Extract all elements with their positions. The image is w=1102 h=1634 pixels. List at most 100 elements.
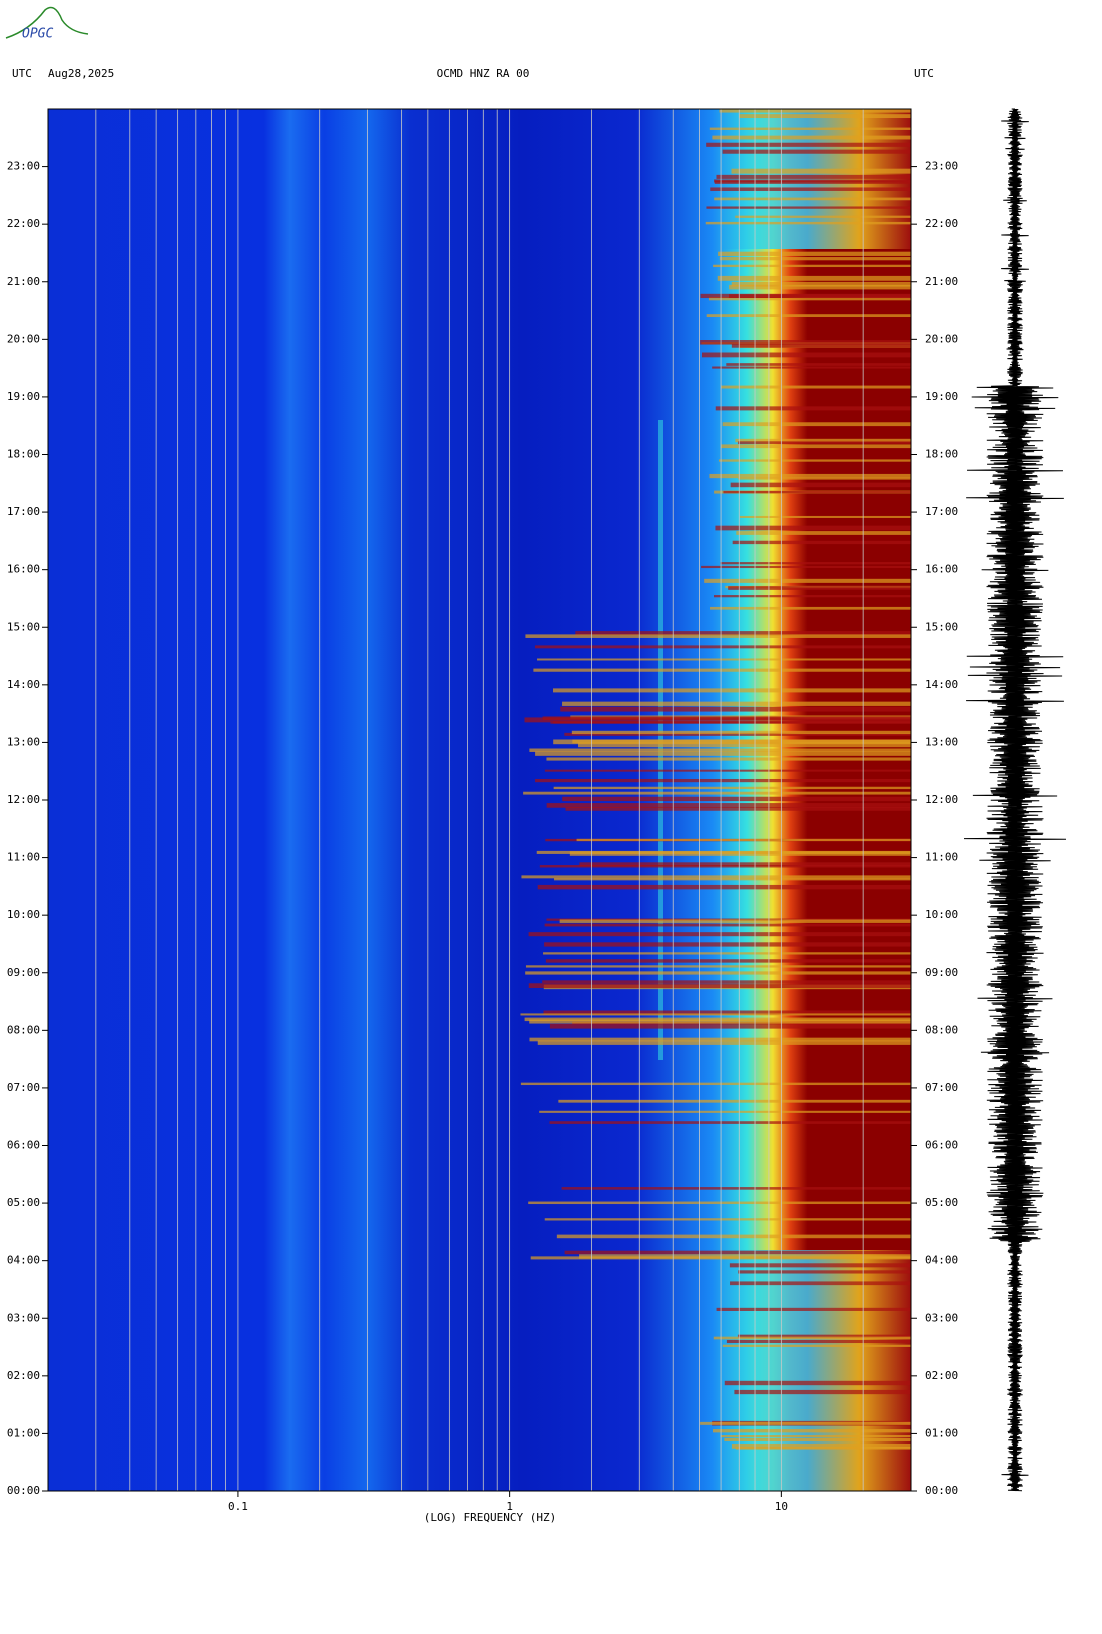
spectral-band [565,806,911,811]
spectral-band [716,174,911,179]
spectral-band [734,1389,911,1395]
spectral-band [539,865,911,868]
spectral-band [735,1446,911,1450]
spectral-band [560,706,911,712]
spectral-band [535,751,911,756]
spectral-band [722,422,911,427]
spectral-band [714,179,911,183]
spectral-band [717,275,911,281]
seismogram [963,108,1067,1492]
spectral-band [710,187,911,191]
spectral-band [730,482,911,488]
spectral-band [579,862,911,867]
spectral-band [529,1019,911,1024]
spectral-band [564,732,911,736]
spectral-band [704,578,911,583]
spectral-band [720,1435,911,1438]
spectral-band [524,1017,911,1022]
spectral-band [562,701,911,706]
spectral-band [722,149,911,154]
spectral-band [732,540,911,545]
spectral-band [528,983,911,989]
spectral-band [712,366,911,369]
spectral-band [562,796,911,802]
spectral-band [537,1040,911,1045]
plot-frame [47,108,912,1492]
y-tick-label-left: 23:00 [7,160,40,173]
spectral-band [539,1110,911,1113]
spectral-band [712,135,911,140]
spectral-band [706,314,911,318]
y-tick-label-right: 22:00 [925,217,958,230]
y-tick-label-right: 10:00 [925,908,958,921]
spectral-band [549,1121,911,1124]
spectral-band [739,515,911,518]
spectral-band [736,531,911,535]
y-tick-label-right: 13:00 [925,735,958,748]
spectral-band [714,595,911,598]
spectral-band [731,1443,911,1449]
y-tick-label-left: 18:00 [7,448,40,461]
x-tick-label: 1 [506,1500,513,1513]
spectral-band [529,1037,911,1042]
spectral-band [558,1099,911,1103]
spectral-band [536,850,911,854]
spectral-band [553,786,911,790]
spectral-band [731,168,911,174]
spectral-band [525,971,911,975]
y-tick-label-right: 01:00 [925,1426,958,1439]
y-tick-label-left: 15:00 [7,620,40,633]
spectral-band [520,1013,911,1016]
y-tick-label-left: 17:00 [7,505,40,518]
y-tick-label-right: 07:00 [925,1081,958,1094]
y-tick-label-left: 16:00 [7,563,40,576]
spectral-band [542,980,911,984]
y-tick-label-right: 04:00 [925,1254,958,1267]
spectral-band [544,942,911,947]
y-tick-label-left: 06:00 [7,1139,40,1152]
spectral-band [543,952,911,955]
spectral-band [712,1429,911,1433]
spectral-band [702,352,911,358]
spectral-band [578,742,911,748]
y-tick-label-right: 11:00 [925,851,958,864]
spectral-band [706,206,911,209]
y-tick-label-left: 14:00 [7,678,40,691]
y-tick-label-right: 19:00 [925,390,958,403]
spectral-band [575,631,911,636]
spectral-band [520,1082,911,1086]
y-tick-label-left: 20:00 [7,332,40,345]
spectral-band [545,959,911,963]
spectral-band [730,1281,911,1286]
spectral-band [718,251,911,256]
y-tick-label-right: 00:00 [925,1484,958,1497]
spectral-band [720,562,911,565]
spectral-band [554,877,911,881]
y-tick-label-right: 20:00 [925,332,958,345]
y-tick-label-left: 19:00 [7,390,40,403]
spectral-band [706,142,911,147]
spectral-band [553,739,911,745]
spectral-band [521,875,911,879]
spectral-band [729,284,911,290]
y-tick-label-right: 15:00 [925,620,958,633]
y-tick-label-left: 22:00 [7,217,40,230]
spectral-band [528,932,911,937]
y-tick-label-left: 21:00 [7,275,40,288]
spectral-band [543,1010,911,1015]
spectral-band [576,838,911,842]
y-tick-label-left: 13:00 [7,735,40,748]
spectral-band [544,769,911,772]
spectral-band [737,1334,911,1338]
spectral-band [724,1438,911,1442]
spectral-band [709,127,911,130]
y-tick-label-right: 17:00 [925,505,958,518]
spectral-band [525,965,911,968]
spectral-band [713,1336,911,1340]
spectral-band [544,1218,911,1221]
spectral-band [739,114,911,119]
spectral-band [525,634,911,638]
y-tick-label-left: 08:00 [7,1023,40,1036]
spectral-band [700,1421,911,1425]
